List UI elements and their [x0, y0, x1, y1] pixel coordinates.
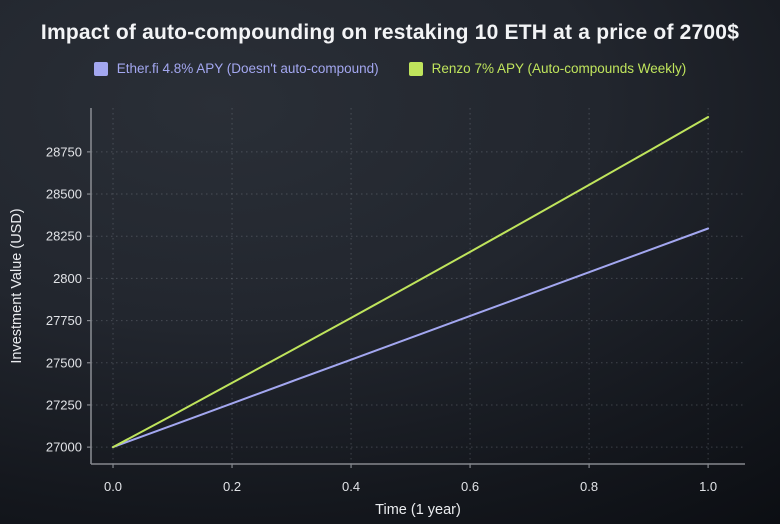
- x-tick-label: 0.4: [342, 479, 360, 494]
- x-tick-label: 0.0: [104, 479, 122, 494]
- x-tick-label: 0.2: [223, 479, 241, 494]
- y-tick-label: 28500: [46, 187, 82, 202]
- x-axis-title: Time (1 year): [375, 502, 461, 518]
- chart-svg: 0.0 0.2 0.4 0.6 0.8 1.0 27000 27250 27500 27750 28…: [9, 108, 745, 518]
- etherfi-legend-swatch-icon: [93, 61, 108, 76]
- y-axis-title: Investment Value (USD): [9, 208, 25, 363]
- x-tick-label: 0.6: [461, 479, 479, 494]
- y-tick-label: 27500: [46, 355, 82, 370]
- x-tick-label: 1.0: [699, 479, 717, 494]
- series-line-renzo: [112, 116, 710, 449]
- y-tick-label: 27750: [46, 313, 82, 328]
- legend-label-renzo: Renzo 7% APY (Auto-compounds Weekly): [431, 61, 687, 76]
- y-tick-label: 28750: [46, 144, 82, 159]
- y-tick-label: 27250: [46, 397, 82, 412]
- series-line-etherfi: [112, 227, 710, 449]
- y-tick-label: 28250: [46, 229, 82, 244]
- chart-title: Impact of auto-compounding on restaking …: [40, 21, 740, 44]
- x-tick-label: 0.8: [580, 479, 598, 494]
- y-tick-label: 2800: [53, 271, 82, 286]
- legend: Ether.fi 4.8% APY (Doesn't auto-compound…: [0, 61, 780, 76]
- legend-item-renzo: Renzo 7% APY (Auto-compounds Weekly): [408, 61, 687, 76]
- renzo-legend-swatch-icon: [408, 61, 423, 76]
- y-tick-label: 27000: [46, 440, 82, 455]
- legend-item-etherfi: Ether.fi 4.8% APY (Doesn't auto-compound…: [93, 61, 379, 76]
- legend-label-etherfi: Ether.fi 4.8% APY (Doesn't auto-compound…: [116, 61, 379, 76]
